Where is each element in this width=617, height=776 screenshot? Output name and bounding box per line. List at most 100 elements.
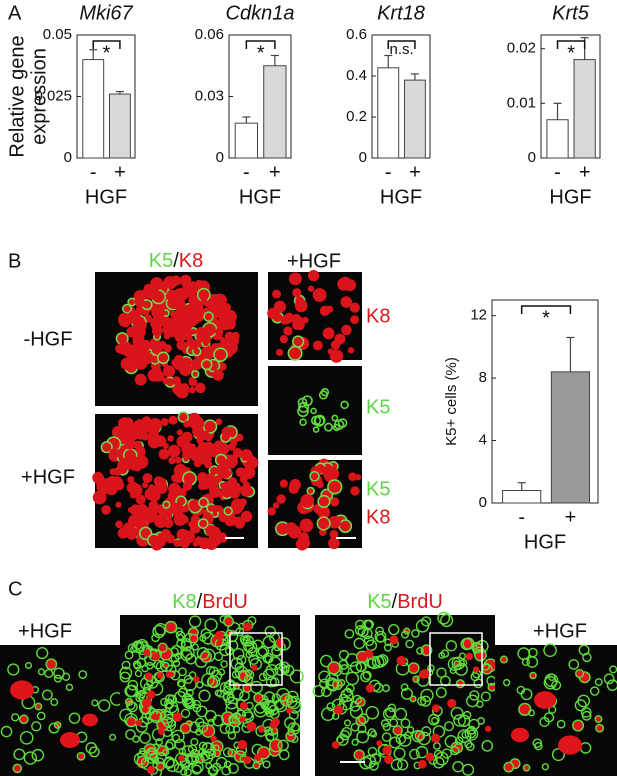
cell — [556, 719, 566, 729]
cell — [236, 655, 247, 666]
cell — [328, 515, 341, 529]
nucleus — [135, 719, 142, 727]
cell — [177, 488, 187, 498]
x-tick-label: - — [90, 161, 97, 183]
nucleus — [60, 732, 80, 748]
cell — [522, 763, 531, 772]
y-tick-label: 0.2 — [346, 108, 367, 125]
cell — [440, 649, 450, 658]
cell — [349, 661, 363, 674]
nucleus — [151, 652, 161, 661]
cell — [263, 691, 276, 703]
nucleus — [237, 739, 248, 750]
cell — [36, 711, 46, 721]
cell — [243, 481, 251, 489]
cell — [53, 674, 62, 683]
cell — [180, 760, 191, 770]
cell — [405, 639, 414, 649]
cell — [353, 749, 365, 761]
cell — [302, 316, 309, 324]
cell — [347, 347, 355, 354]
cell — [428, 713, 440, 726]
cell — [343, 719, 351, 727]
cell — [177, 342, 185, 350]
cell — [447, 657, 462, 672]
cell — [310, 407, 317, 415]
x-tick-label: - — [518, 506, 525, 528]
y-tick-label: 0.025 — [34, 87, 72, 104]
cell — [392, 725, 403, 736]
cell — [141, 482, 149, 489]
cell — [31, 721, 42, 732]
cell — [7, 663, 20, 676]
cell — [322, 465, 336, 479]
cell — [582, 652, 592, 663]
cell — [431, 716, 439, 725]
cell — [142, 285, 157, 299]
cell — [337, 418, 348, 428]
cell — [139, 732, 151, 744]
cell — [388, 624, 400, 636]
cell — [232, 448, 243, 459]
cell — [198, 689, 211, 702]
nucleus — [331, 741, 340, 749]
cell — [287, 345, 303, 361]
cell — [543, 712, 555, 723]
cell — [462, 763, 475, 776]
cell — [437, 611, 451, 625]
cell — [444, 721, 455, 732]
cell — [192, 703, 202, 713]
cell — [155, 752, 167, 764]
micrograph — [0, 645, 120, 776]
cell — [368, 760, 379, 771]
cell — [212, 369, 224, 381]
cell — [221, 426, 233, 438]
cell — [213, 347, 228, 362]
cell — [135, 720, 148, 733]
cell — [19, 714, 29, 725]
cell — [309, 471, 320, 482]
cell — [199, 650, 213, 663]
cell — [348, 472, 358, 482]
cell — [37, 668, 45, 676]
cell — [162, 377, 169, 385]
nucleus — [485, 725, 492, 732]
cell — [440, 613, 454, 627]
cell — [151, 633, 160, 643]
cell — [205, 537, 218, 551]
cell — [551, 747, 566, 762]
significance-label: * — [567, 42, 575, 64]
cell — [196, 437, 204, 445]
cell — [291, 722, 300, 732]
nucleus — [447, 698, 457, 709]
cell — [240, 484, 253, 497]
cell — [178, 747, 187, 756]
cell — [404, 731, 413, 740]
cell — [340, 400, 349, 410]
bar — [263, 65, 287, 159]
nucleus — [156, 672, 164, 679]
cell — [212, 762, 222, 772]
cell — [234, 662, 245, 673]
cell — [147, 509, 158, 520]
nucleus — [417, 759, 427, 769]
cell — [350, 722, 360, 732]
cell — [176, 634, 184, 642]
cell — [253, 703, 268, 718]
cell — [316, 516, 331, 531]
cell — [208, 476, 216, 484]
zoom-box — [229, 632, 283, 686]
cell — [393, 747, 406, 760]
cell — [327, 348, 334, 355]
cell — [201, 334, 212, 345]
cell — [294, 316, 304, 326]
cell — [320, 654, 333, 668]
cell — [577, 694, 591, 708]
cell — [445, 640, 458, 652]
y-tick-label: 0 — [528, 149, 536, 166]
micrograph — [268, 366, 362, 455]
bar — [502, 490, 542, 504]
cell — [365, 639, 378, 652]
plot-frame — [491, 299, 599, 504]
